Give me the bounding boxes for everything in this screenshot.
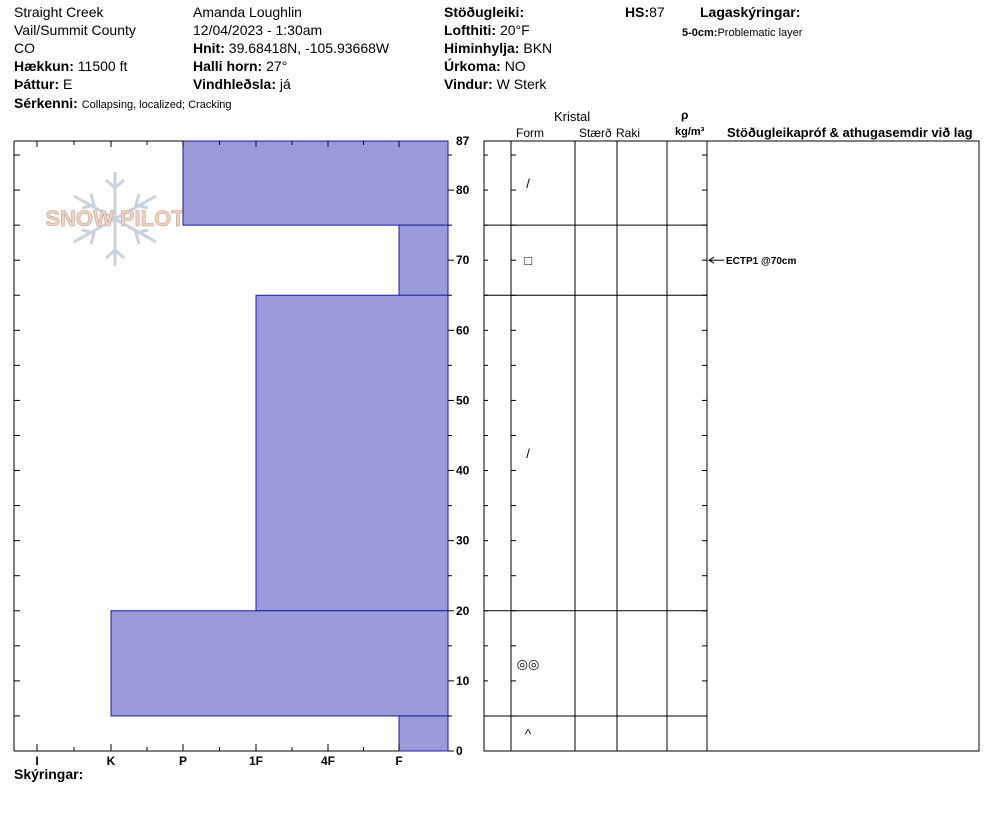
sky-row: Himinhylja: BKN bbox=[444, 40, 552, 56]
stability-label: Stöðugleiki: bbox=[444, 4, 525, 20]
observer-name: Amanda Loughlin bbox=[193, 4, 302, 20]
density-symbol: ρ bbox=[681, 108, 689, 122]
layer-bar-3 bbox=[255, 294, 449, 612]
layer-table bbox=[483, 140, 980, 752]
snowpilot-logo: SNOW PILOT bbox=[45, 172, 186, 266]
hs-label: HS: bbox=[625, 4, 650, 20]
layer-note-range: 5-0cm: bbox=[682, 27, 718, 39]
layer-bar-1 bbox=[182, 140, 449, 226]
size-header: Stærð bbox=[579, 126, 612, 140]
wind-loading-row: Vindhleðsla: já bbox=[193, 76, 291, 92]
depth-tick-label-50: 50 bbox=[456, 393, 470, 407]
logo-text: SNOW PILOT bbox=[45, 206, 185, 231]
sky-value: BKN bbox=[523, 40, 553, 56]
layer-note-text: Problematic layer bbox=[717, 27, 803, 39]
moisture-header: Raki bbox=[616, 126, 641, 140]
sky-label: Himinhylja: bbox=[444, 40, 520, 56]
depth-tick-label-60: 60 bbox=[456, 323, 470, 337]
precip-label: Úrkoma: bbox=[444, 58, 501, 74]
wind-label: Vindur: bbox=[444, 76, 493, 92]
layer-notes-label: Lagaskýringar: bbox=[700, 4, 801, 20]
elevation-value: 11500 ft bbox=[77, 58, 128, 74]
hardness-label-1F: 1F bbox=[249, 754, 263, 768]
hardness-label-K: K bbox=[107, 754, 116, 768]
wind-loading-label: Vindhleðsla: bbox=[193, 76, 276, 92]
test-arrow-head-1 bbox=[708, 256, 715, 264]
features-label: Sérkenni: bbox=[14, 95, 78, 111]
state-name: CO bbox=[14, 40, 35, 56]
form-symbol-3: / bbox=[526, 446, 530, 461]
wind-row: Vindur: W Sterk bbox=[444, 76, 546, 92]
slope-row: Halli horn: 27° bbox=[193, 58, 287, 74]
features-row: Sérkenni: Collapsing, localized; Crackin… bbox=[14, 95, 232, 113]
features-value: Collapsing, localized; Cracking bbox=[81, 99, 232, 111]
depth-tick-label-70: 70 bbox=[456, 253, 470, 267]
depth-tick-label-20: 20 bbox=[456, 604, 470, 618]
slope-label: Halli horn: bbox=[193, 58, 263, 74]
hardness-label-P: P bbox=[179, 754, 187, 768]
snowflake-icon bbox=[73, 172, 157, 266]
observation-datetime: 12/04/2023 - 1:30am bbox=[193, 22, 323, 38]
depth-tick-label-80: 80 bbox=[456, 183, 470, 197]
hardness-label-I: I bbox=[35, 754, 38, 768]
depth-tick-label-40: 40 bbox=[456, 464, 470, 478]
region-name: Vail/Summit County bbox=[14, 22, 136, 38]
form-symbol-5: ^ bbox=[525, 726, 532, 741]
layer-note-row: 5-0cm:Problematic layer bbox=[682, 23, 802, 41]
hs-value: 87 bbox=[649, 4, 665, 20]
form-header: Form bbox=[516, 126, 544, 140]
hardness-label-F: F bbox=[395, 754, 402, 768]
layer-bar-4 bbox=[110, 610, 449, 717]
depth-tick-label-87: 87 bbox=[456, 134, 470, 148]
form-symbol-1: / bbox=[526, 176, 530, 191]
air-temp-label: Lofthiti: bbox=[444, 22, 497, 38]
slope-value: 27° bbox=[266, 58, 288, 74]
wind-value: W Sterk bbox=[496, 76, 547, 92]
coords-value: 39.68418N, -105.93668W bbox=[228, 40, 390, 56]
density-unit: kg/m³ bbox=[675, 126, 705, 138]
wind-loading-value: já bbox=[279, 76, 291, 92]
layer-bar-5 bbox=[398, 715, 449, 752]
coords-row: Hnit: 39.68418N, -105.93668W bbox=[193, 40, 389, 56]
depth-tick-label-10: 10 bbox=[456, 674, 470, 688]
form-symbol-4: ◎◎ bbox=[517, 656, 540, 671]
hs-row: HS:87 bbox=[625, 4, 665, 20]
aspect-row: Þáttur: E bbox=[14, 76, 72, 92]
air-temp-row: Lofthiti: 20°F bbox=[444, 22, 530, 38]
precip-row: Úrkoma: NO bbox=[444, 58, 526, 74]
tests-header: Stöðugleikapróf & athugasemdir við lag bbox=[727, 125, 973, 140]
crystal-header: Kristal bbox=[554, 109, 591, 124]
elevation-label: Hækkun: bbox=[14, 58, 74, 74]
air-temp-value: 20°F bbox=[499, 22, 530, 38]
legend-label: Skýringar: bbox=[14, 766, 84, 782]
coords-label: Hnit: bbox=[193, 40, 225, 56]
precip-value: NO bbox=[504, 58, 526, 74]
form-symbol-2: □ bbox=[524, 253, 532, 268]
layer-bar-2 bbox=[398, 224, 449, 296]
depth-tick-label-30: 30 bbox=[456, 534, 470, 548]
location-name: Straight Creek bbox=[14, 4, 104, 20]
hardness-label-4F: 4F bbox=[321, 754, 335, 768]
elevation-row: Hækkun: 11500 ft bbox=[14, 58, 127, 74]
test-label-1: ECTP1 @70cm bbox=[726, 256, 796, 267]
aspect-label: Þáttur: bbox=[14, 76, 60, 92]
aspect-value: E bbox=[63, 76, 73, 92]
depth-tick-label-0: 0 bbox=[456, 744, 463, 758]
